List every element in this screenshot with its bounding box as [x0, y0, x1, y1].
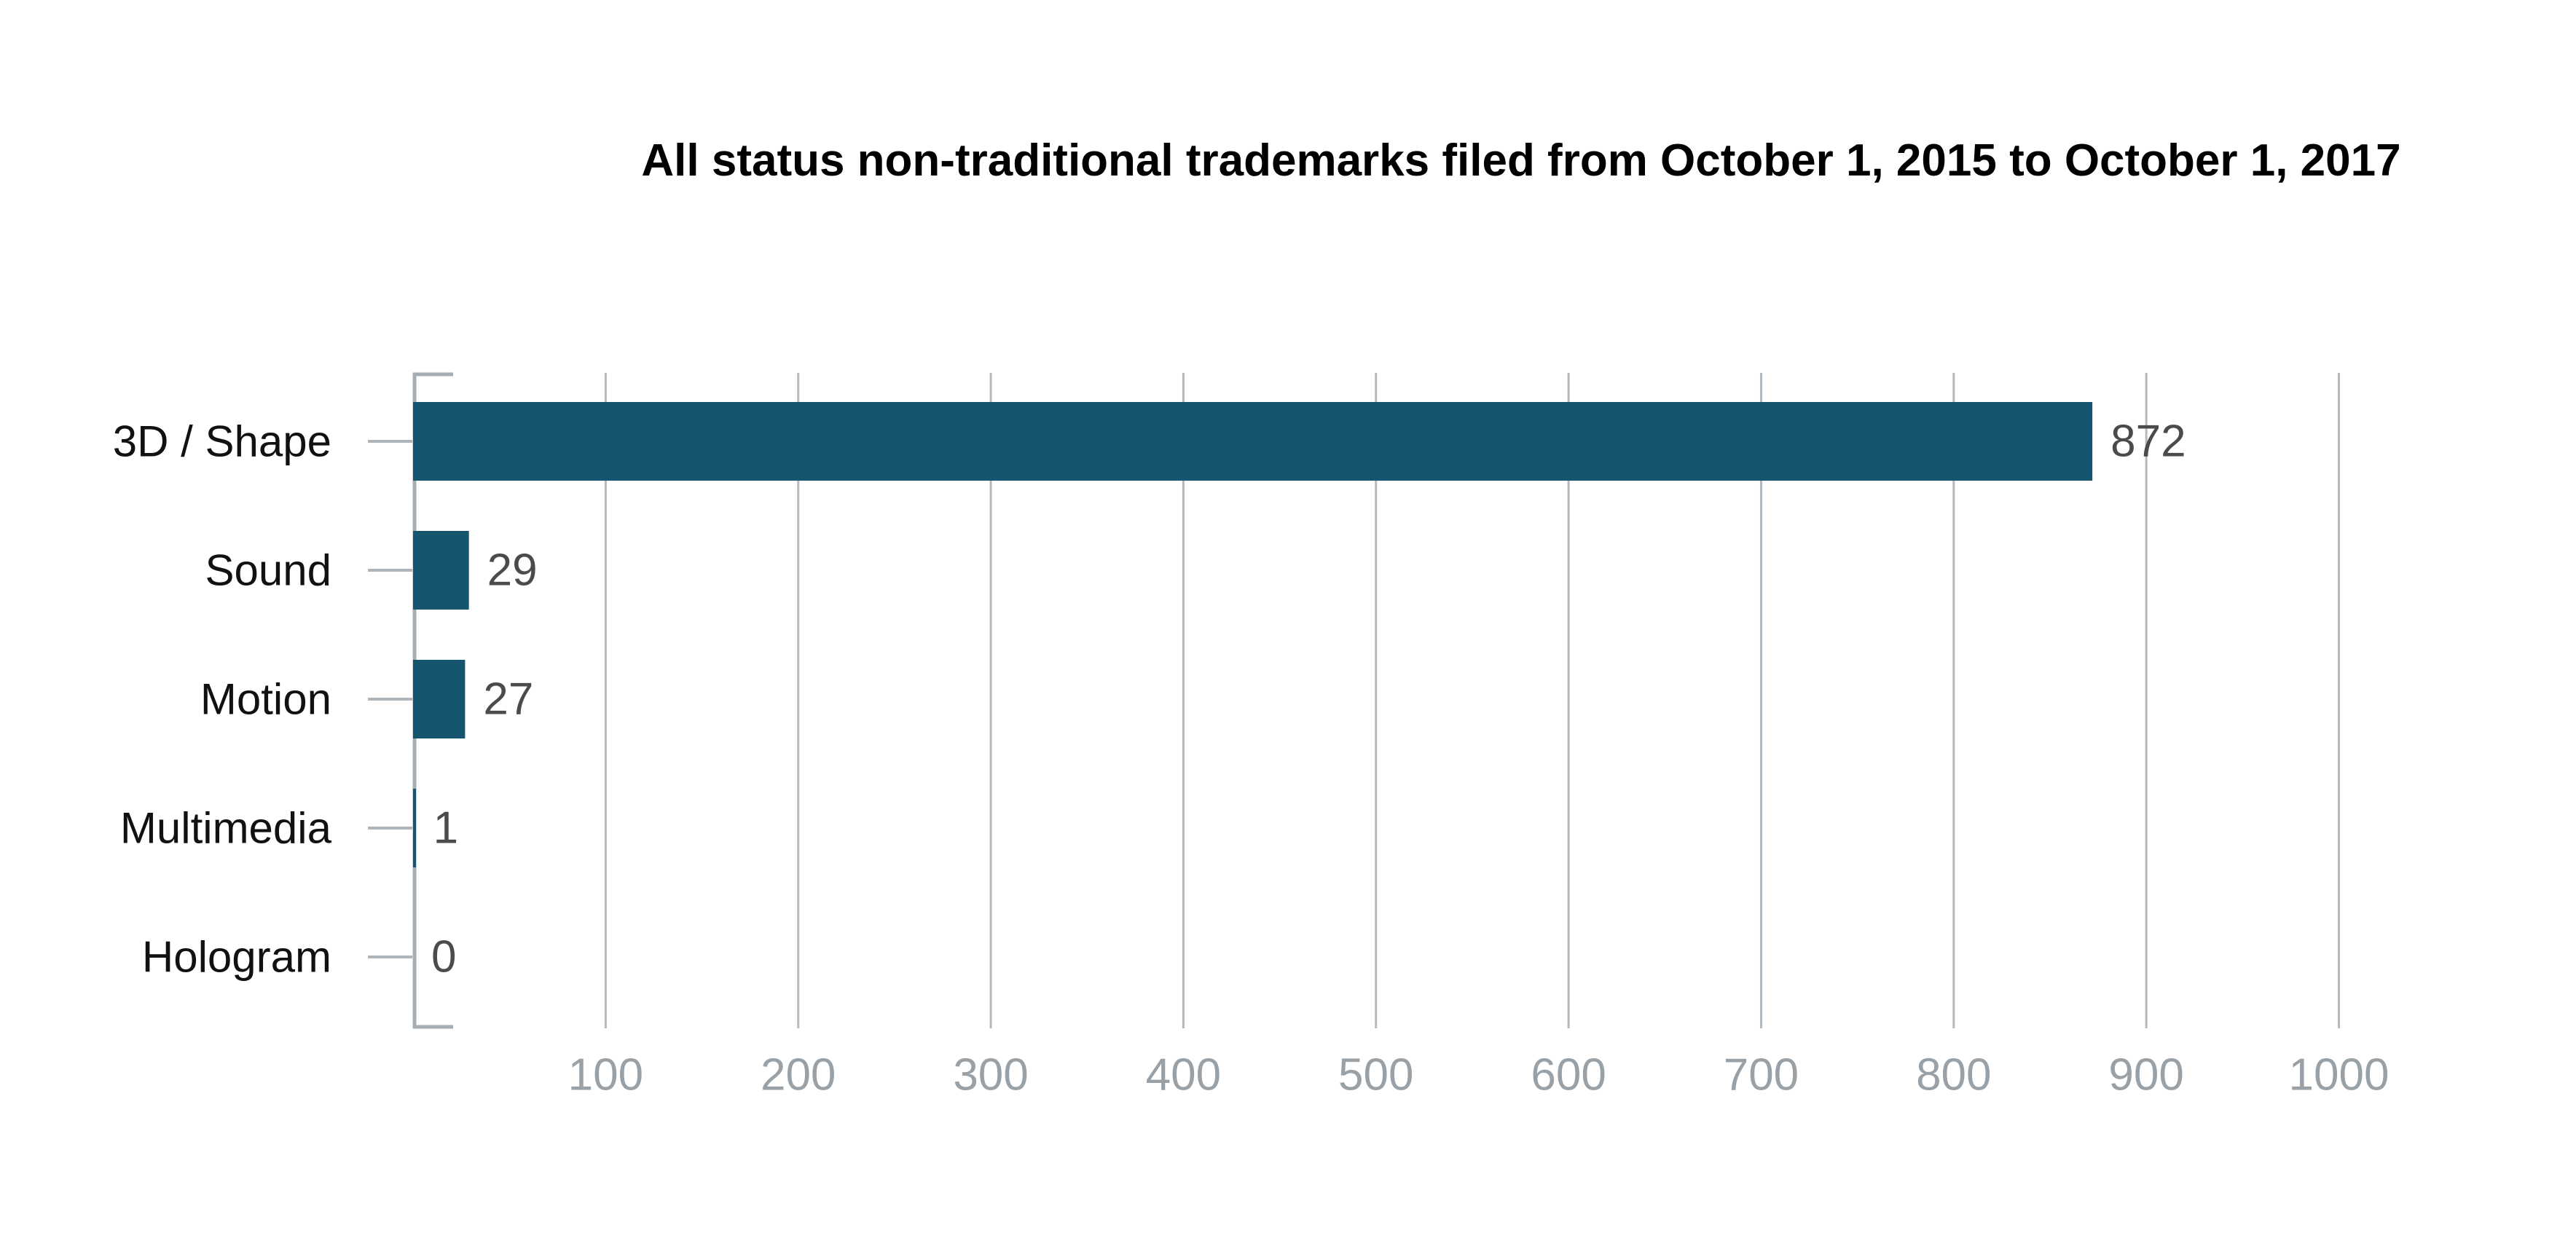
x-tick-label: 400	[1146, 1050, 1221, 1100]
value-label: 29	[487, 545, 538, 596]
value-label: 27	[483, 674, 533, 725]
bar[interactable]	[413, 789, 416, 867]
x-tick-label: 700	[1724, 1050, 1799, 1100]
x-tick-label: 100	[568, 1050, 643, 1100]
x-tick-label: 500	[1338, 1050, 1413, 1100]
x-tick-label: 900	[2108, 1050, 2183, 1100]
bar[interactable]	[413, 531, 469, 610]
category-label: Multimedia	[120, 804, 332, 853]
bar[interactable]	[413, 402, 2093, 481]
bar[interactable]	[413, 660, 466, 738]
x-tick-label: 600	[1531, 1050, 1606, 1100]
category-label: Sound	[205, 546, 332, 595]
x-tick-label: 800	[1916, 1050, 1991, 1100]
value-label: 0	[431, 932, 456, 982]
value-label: 1	[433, 803, 458, 854]
category-label: 3D / Shape	[113, 417, 331, 466]
category-label: Motion	[200, 675, 331, 724]
value-label: 872	[2110, 417, 2186, 467]
chart-title: All status non-traditional trademarks fi…	[641, 135, 2401, 186]
category-label: Hologram	[142, 933, 331, 982]
x-tick-label: 200	[761, 1050, 836, 1100]
x-tick-label: 1000	[2289, 1050, 2390, 1100]
x-tick-label: 300	[953, 1050, 1028, 1100]
